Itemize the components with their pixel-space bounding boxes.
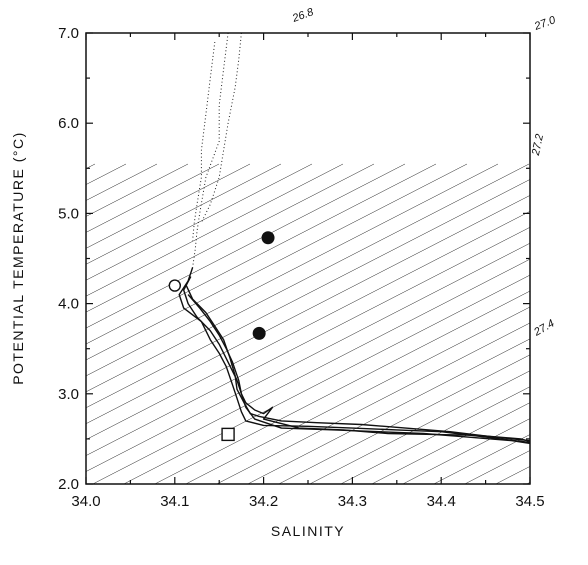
y-tick-label: 3.0 (58, 386, 79, 403)
isopycnal-line (356, 164, 588, 524)
isopycnal-line (0, 164, 312, 524)
isopycnal-line (325, 164, 588, 524)
isopycnal-line (0, 164, 281, 524)
x-tick-label: 34.5 (515, 493, 544, 510)
isopycnal-lines (0, 164, 588, 524)
open-circle-marker (169, 280, 180, 291)
profile-line-solid (188, 295, 530, 442)
filled-circle-marker (253, 327, 266, 340)
profile-line-dotted (201, 33, 241, 222)
isopycnal-line (46, 164, 588, 524)
isopycnal-label: 27.0 (532, 14, 558, 33)
isopycnal-label: 26.8 (290, 6, 316, 25)
isopycnal-line (542, 164, 588, 524)
isopycnal-line (232, 164, 588, 524)
isopycnal-line (0, 164, 560, 524)
isopycnal-line (449, 164, 588, 524)
isopycnal-line (294, 164, 588, 524)
y-tick-label: 6.0 (58, 115, 79, 132)
x-tick-label: 34.0 (71, 493, 100, 510)
x-axis-title: SALINITY (271, 523, 345, 539)
x-tick-label: 34.3 (338, 493, 367, 510)
profile-line-solid (186, 286, 530, 441)
isopycnal-line (0, 164, 588, 524)
isopycnal-label: 27.2 (530, 133, 546, 157)
x-tick-label: 34.2 (249, 493, 278, 510)
y-axis-ticks (86, 33, 530, 484)
y-tick-label: 7.0 (58, 25, 79, 42)
isopycnal-line (170, 164, 588, 524)
isopycnal-line (573, 164, 588, 524)
x-tick-label: 34.1 (160, 493, 189, 510)
y-tick-label: 4.0 (58, 296, 79, 313)
profile-line-dotted (193, 42, 215, 241)
isopycnal-line (15, 164, 588, 524)
x-axis-ticks (86, 33, 530, 484)
isopycnal-line (0, 164, 588, 524)
profile-line-solid (179, 268, 530, 443)
isopycnal-line (0, 164, 529, 524)
isopycnal-line (0, 164, 374, 524)
isopycnal-line (139, 164, 588, 524)
plot-frame (86, 33, 530, 484)
x-tick-label: 34.4 (427, 493, 456, 510)
isopycnal-line (0, 164, 588, 524)
isopycnal-label: 27.4 (531, 317, 556, 339)
isopycnal-line (387, 164, 588, 524)
isopycnal-line (108, 164, 588, 524)
open-square-marker (222, 428, 234, 440)
y-axis-title: POTENTIAL TEMPERATURE (°C) (10, 131, 26, 385)
isopycnal-line (0, 164, 188, 524)
isopycnal-line (480, 164, 588, 524)
isopycnal-line (0, 164, 588, 524)
filled-circle-marker (262, 231, 275, 244)
y-tick-label: 2.0 (58, 476, 79, 493)
isopycnal-line (0, 164, 219, 524)
y-tick-label: 5.0 (58, 205, 79, 222)
isopycnal-line (0, 164, 343, 524)
isopycnal-line (0, 164, 2, 524)
isopycnal-line (263, 164, 588, 524)
isopycnal-line (418, 164, 588, 524)
isopycnal-line (77, 164, 588, 524)
